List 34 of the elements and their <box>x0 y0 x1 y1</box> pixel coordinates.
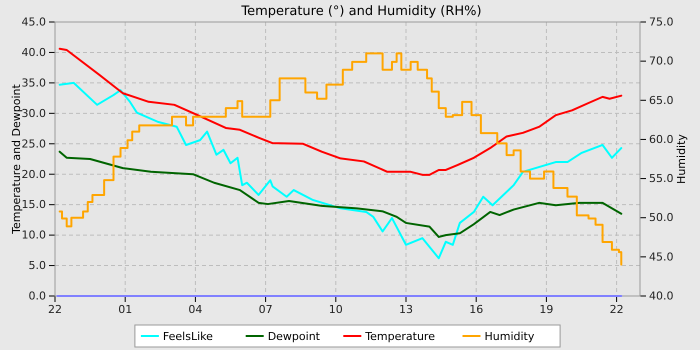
x-tick-label: 16 <box>469 302 484 316</box>
y-tick-label: 45.0 <box>22 16 46 29</box>
y2-tick-label: 55.0 <box>649 172 674 186</box>
y2-tick-label: 50.0 <box>649 211 674 224</box>
legend-label: Temperature <box>364 330 436 343</box>
y2-tick-label: 45.0 <box>649 250 674 264</box>
y-tick-label: 40.0 <box>22 46 46 59</box>
x-tick-label: 22 <box>48 302 62 316</box>
y2-tick-label: 60.0 <box>649 132 674 146</box>
x-tick-label: 10 <box>328 302 343 316</box>
y2-tick-label: 40.0 <box>649 290 674 303</box>
legend-label: Humidity <box>484 330 535 343</box>
y2-tick-label: 65.0 <box>649 94 674 107</box>
y-tick-label: 15.0 <box>22 198 46 212</box>
legend-label: FeelsLike <box>162 330 214 343</box>
y-tick-label: 0.0 <box>28 290 46 303</box>
x-tick-label: 13 <box>399 302 413 316</box>
chart-title: Temperature (°) and Humidity (RH%) <box>240 4 482 19</box>
x-tick-label: 01 <box>118 302 132 316</box>
y-tick-label: 5.0 <box>28 259 46 272</box>
x-tick-label: 22 <box>610 302 624 316</box>
x-tick-label: 04 <box>188 302 202 316</box>
y-tick-label: 20.0 <box>22 168 46 181</box>
x-tick-label: 07 <box>258 302 273 316</box>
y-tick-label: 35.0 <box>22 76 46 90</box>
y-tick-label: 25.0 <box>22 137 46 150</box>
y2-tick-label: 70.0 <box>649 54 674 68</box>
y-tick-label: 10.0 <box>22 228 46 242</box>
y-axis-title: Temperature and Dewpoint <box>10 83 23 235</box>
x-tick-label: 19 <box>539 302 554 316</box>
legend-label: Dewpoint <box>268 330 321 343</box>
y-tick-label: 30.0 <box>22 106 46 120</box>
y2-tick-label: 75.0 <box>649 16 674 29</box>
y2-axis-title: Humidity <box>675 134 688 184</box>
